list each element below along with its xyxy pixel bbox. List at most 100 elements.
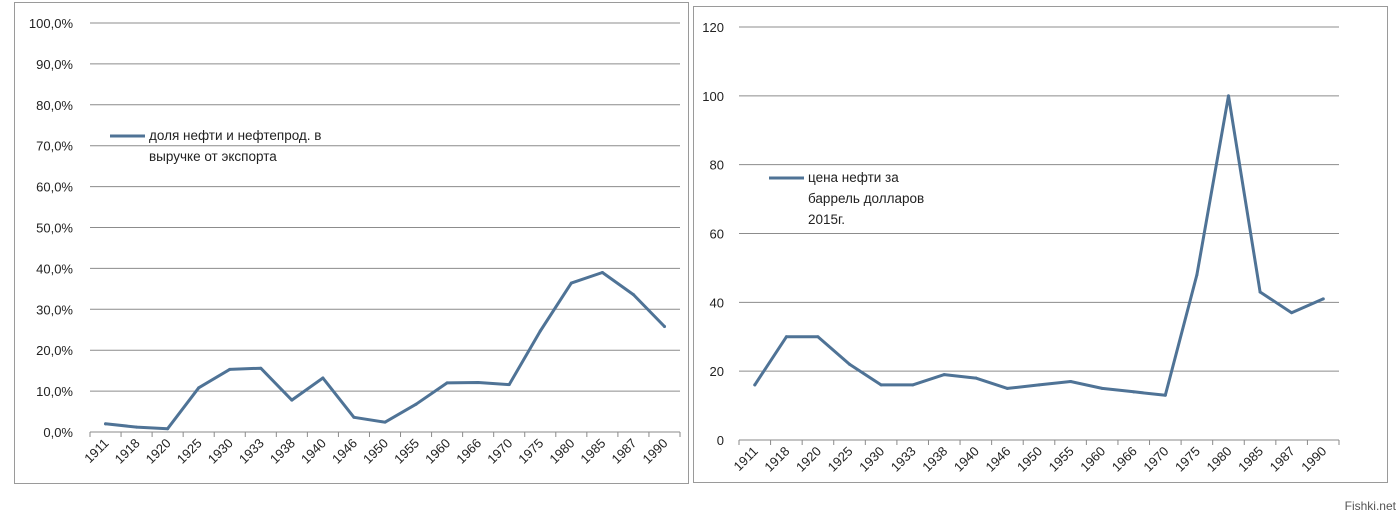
data-point <box>1321 297 1325 301</box>
series-line <box>753 94 1325 397</box>
x-tick-label: 1950 <box>1014 444 1045 475</box>
legend-label: выручке от экспорта <box>149 149 277 164</box>
data-point <box>321 376 325 380</box>
data-point <box>445 381 449 385</box>
legend-label: 2015г. <box>808 212 845 227</box>
data-point <box>662 324 666 328</box>
x-tick-label: 1980 <box>546 436 577 467</box>
data-point <box>753 383 757 387</box>
y-tick-label: 80 <box>710 158 724 173</box>
data-point <box>1195 273 1199 277</box>
x-tick-label: 1940 <box>951 444 982 475</box>
data-point <box>784 335 788 339</box>
data-point <box>1258 290 1262 294</box>
right-chart-panel: 0 20 40 60 80 100 120 1911 1918 1920 1925 1930 1933 1… <box>693 6 1388 483</box>
y-tick-label: 30,0% <box>36 302 73 317</box>
x-tick-label: 1960 <box>422 436 453 467</box>
x-tick-label: 1966 <box>453 436 484 467</box>
data-point <box>974 376 978 380</box>
y-tick-label: 0 <box>717 433 724 448</box>
y-tick-label: 90,0% <box>36 57 73 72</box>
data-point <box>942 373 946 377</box>
x-tick-label: 1975 <box>515 436 546 467</box>
x-tick-label: 1933 <box>888 444 919 475</box>
y-tick-label: 20,0% <box>36 343 73 358</box>
y-tick-label: 80,0% <box>36 98 73 113</box>
y-tick-label: 60 <box>710 227 724 242</box>
x-tick-label: 1930 <box>205 436 236 467</box>
y-tick-label: 40,0% <box>36 261 73 276</box>
x-tick-label: 1918 <box>112 436 143 467</box>
data-point <box>1290 311 1294 315</box>
data-point <box>290 398 294 402</box>
data-point <box>569 281 573 285</box>
data-point <box>352 415 356 419</box>
y-tick-label: 120 <box>702 20 724 35</box>
x-tick-label: 1985 <box>1235 444 1266 475</box>
data-point <box>1037 383 1041 387</box>
data-point <box>259 366 263 370</box>
data-point <box>166 427 170 431</box>
y-tick-label: 10,0% <box>36 384 73 399</box>
data-point <box>911 383 915 387</box>
x-tick-label: 1911 <box>81 436 111 466</box>
data-point <box>476 381 480 385</box>
x-tick-label: 1950 <box>360 436 391 467</box>
data-point <box>1163 393 1167 397</box>
y-tick-label: 50,0% <box>36 221 73 236</box>
data-point <box>383 420 387 424</box>
x-tick-label: 1987 <box>608 436 639 467</box>
legend-label: баррель долларов <box>808 191 924 206</box>
y-tick-label: 70,0% <box>36 139 73 154</box>
data-point <box>538 329 542 333</box>
left-chart-panel: 0,0% 10,0% 20,0% 30,0% 40,0% 50,0% 60,0% 70,0% 8… <box>14 2 689 484</box>
x-tick-label: 1975 <box>1172 444 1203 475</box>
x-tick-label: 1925 <box>174 436 205 467</box>
y-tick-label: 60,0% <box>36 180 73 195</box>
x-tick-label: 1946 <box>982 444 1013 475</box>
data-point <box>1069 379 1073 383</box>
data-point <box>816 335 820 339</box>
x-tick-label: 1920 <box>143 436 174 467</box>
data-point <box>104 422 108 426</box>
x-tick-label: 1938 <box>267 436 298 467</box>
x-tick-label: 1987 <box>1267 444 1298 475</box>
left-chart-svg: 0,0% 10,0% 20,0% 30,0% 40,0% 50,0% 60,0% 70,0% 8… <box>29 16 681 467</box>
legend-label: доля нефти и нефтепрод. в <box>149 128 321 143</box>
x-tick-label: 1990 <box>640 436 671 467</box>
x-tick-label: 1925 <box>825 444 856 475</box>
y-tick-label: 100,0% <box>29 16 74 31</box>
data-point <box>197 386 201 390</box>
x-tick-label: 1920 <box>793 444 824 475</box>
data-point <box>1132 390 1136 394</box>
x-tick-label: 1938 <box>919 444 950 475</box>
data-point <box>848 362 852 366</box>
x-tick-label: 1955 <box>391 436 422 467</box>
x-tick-label: 1946 <box>329 436 360 467</box>
x-tick-label: 1985 <box>577 436 608 467</box>
data-point <box>600 270 604 274</box>
data-point <box>1226 94 1230 98</box>
y-tick-label: 40 <box>710 295 724 310</box>
x-tick-label: 1980 <box>1204 444 1235 475</box>
y-tick-label: 100 <box>702 89 724 104</box>
x-tick-label: 1911 <box>731 444 761 474</box>
y-tick-label: 20 <box>710 364 724 379</box>
x-tick-label: 1930 <box>856 444 887 475</box>
legend-label: цена нефти за <box>808 170 899 185</box>
x-tick-label: 1990 <box>1298 444 1329 475</box>
data-point <box>1100 386 1104 390</box>
data-point <box>631 293 635 297</box>
x-tick-label: 1918 <box>761 444 792 475</box>
x-tick-label: 1970 <box>1140 444 1171 475</box>
data-point <box>135 425 139 429</box>
data-point <box>414 402 418 406</box>
x-tick-label: 1955 <box>1046 444 1077 475</box>
data-point <box>879 383 883 387</box>
data-point <box>1005 386 1009 390</box>
x-tick-label: 1960 <box>1077 444 1108 475</box>
watermark-text: Fishki.net <box>1344 499 1396 513</box>
x-tick-label: 1970 <box>484 436 515 467</box>
x-tick-label: 1933 <box>236 436 267 467</box>
